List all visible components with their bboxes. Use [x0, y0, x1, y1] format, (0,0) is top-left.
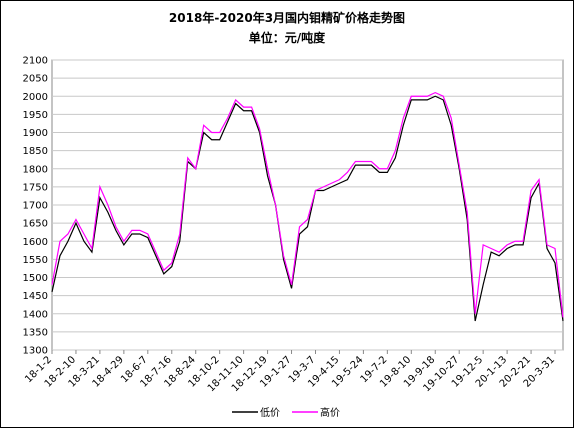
- y-tick-label: 1500: [23, 273, 48, 284]
- y-tick-label: 2050: [23, 74, 48, 85]
- y-tick-label: 1800: [23, 164, 48, 175]
- series-line: [51, 95, 564, 322]
- y-tick-label: 1750: [23, 182, 48, 193]
- chart-subtitle: 单位：元/吨度: [249, 30, 326, 45]
- y-tick-label: 1400: [23, 309, 48, 320]
- y-tick-label: 1900: [23, 128, 48, 139]
- y-tick-label: 1700: [23, 201, 48, 212]
- y-tick-label: 1450: [23, 291, 48, 302]
- y-tick-label: 1650: [23, 219, 48, 230]
- y-tick-label: 1600: [23, 237, 48, 248]
- y-tick-label: 2100: [23, 56, 48, 67]
- y-tick-label: 1950: [23, 110, 48, 121]
- y-tick-label: 1850: [23, 146, 48, 157]
- legend-label: 低价: [260, 406, 280, 419]
- chart-title: 2018年-2020年3月国内钼精矿价格走势图: [169, 10, 405, 25]
- y-tick-label: 1550: [23, 255, 48, 266]
- legend-label: 高价: [320, 406, 340, 419]
- y-tick-label: 1350: [23, 327, 48, 338]
- y-tick-label: 2000: [23, 92, 48, 103]
- y-tick-label: 1300: [23, 346, 48, 357]
- series-line: [51, 91, 564, 318]
